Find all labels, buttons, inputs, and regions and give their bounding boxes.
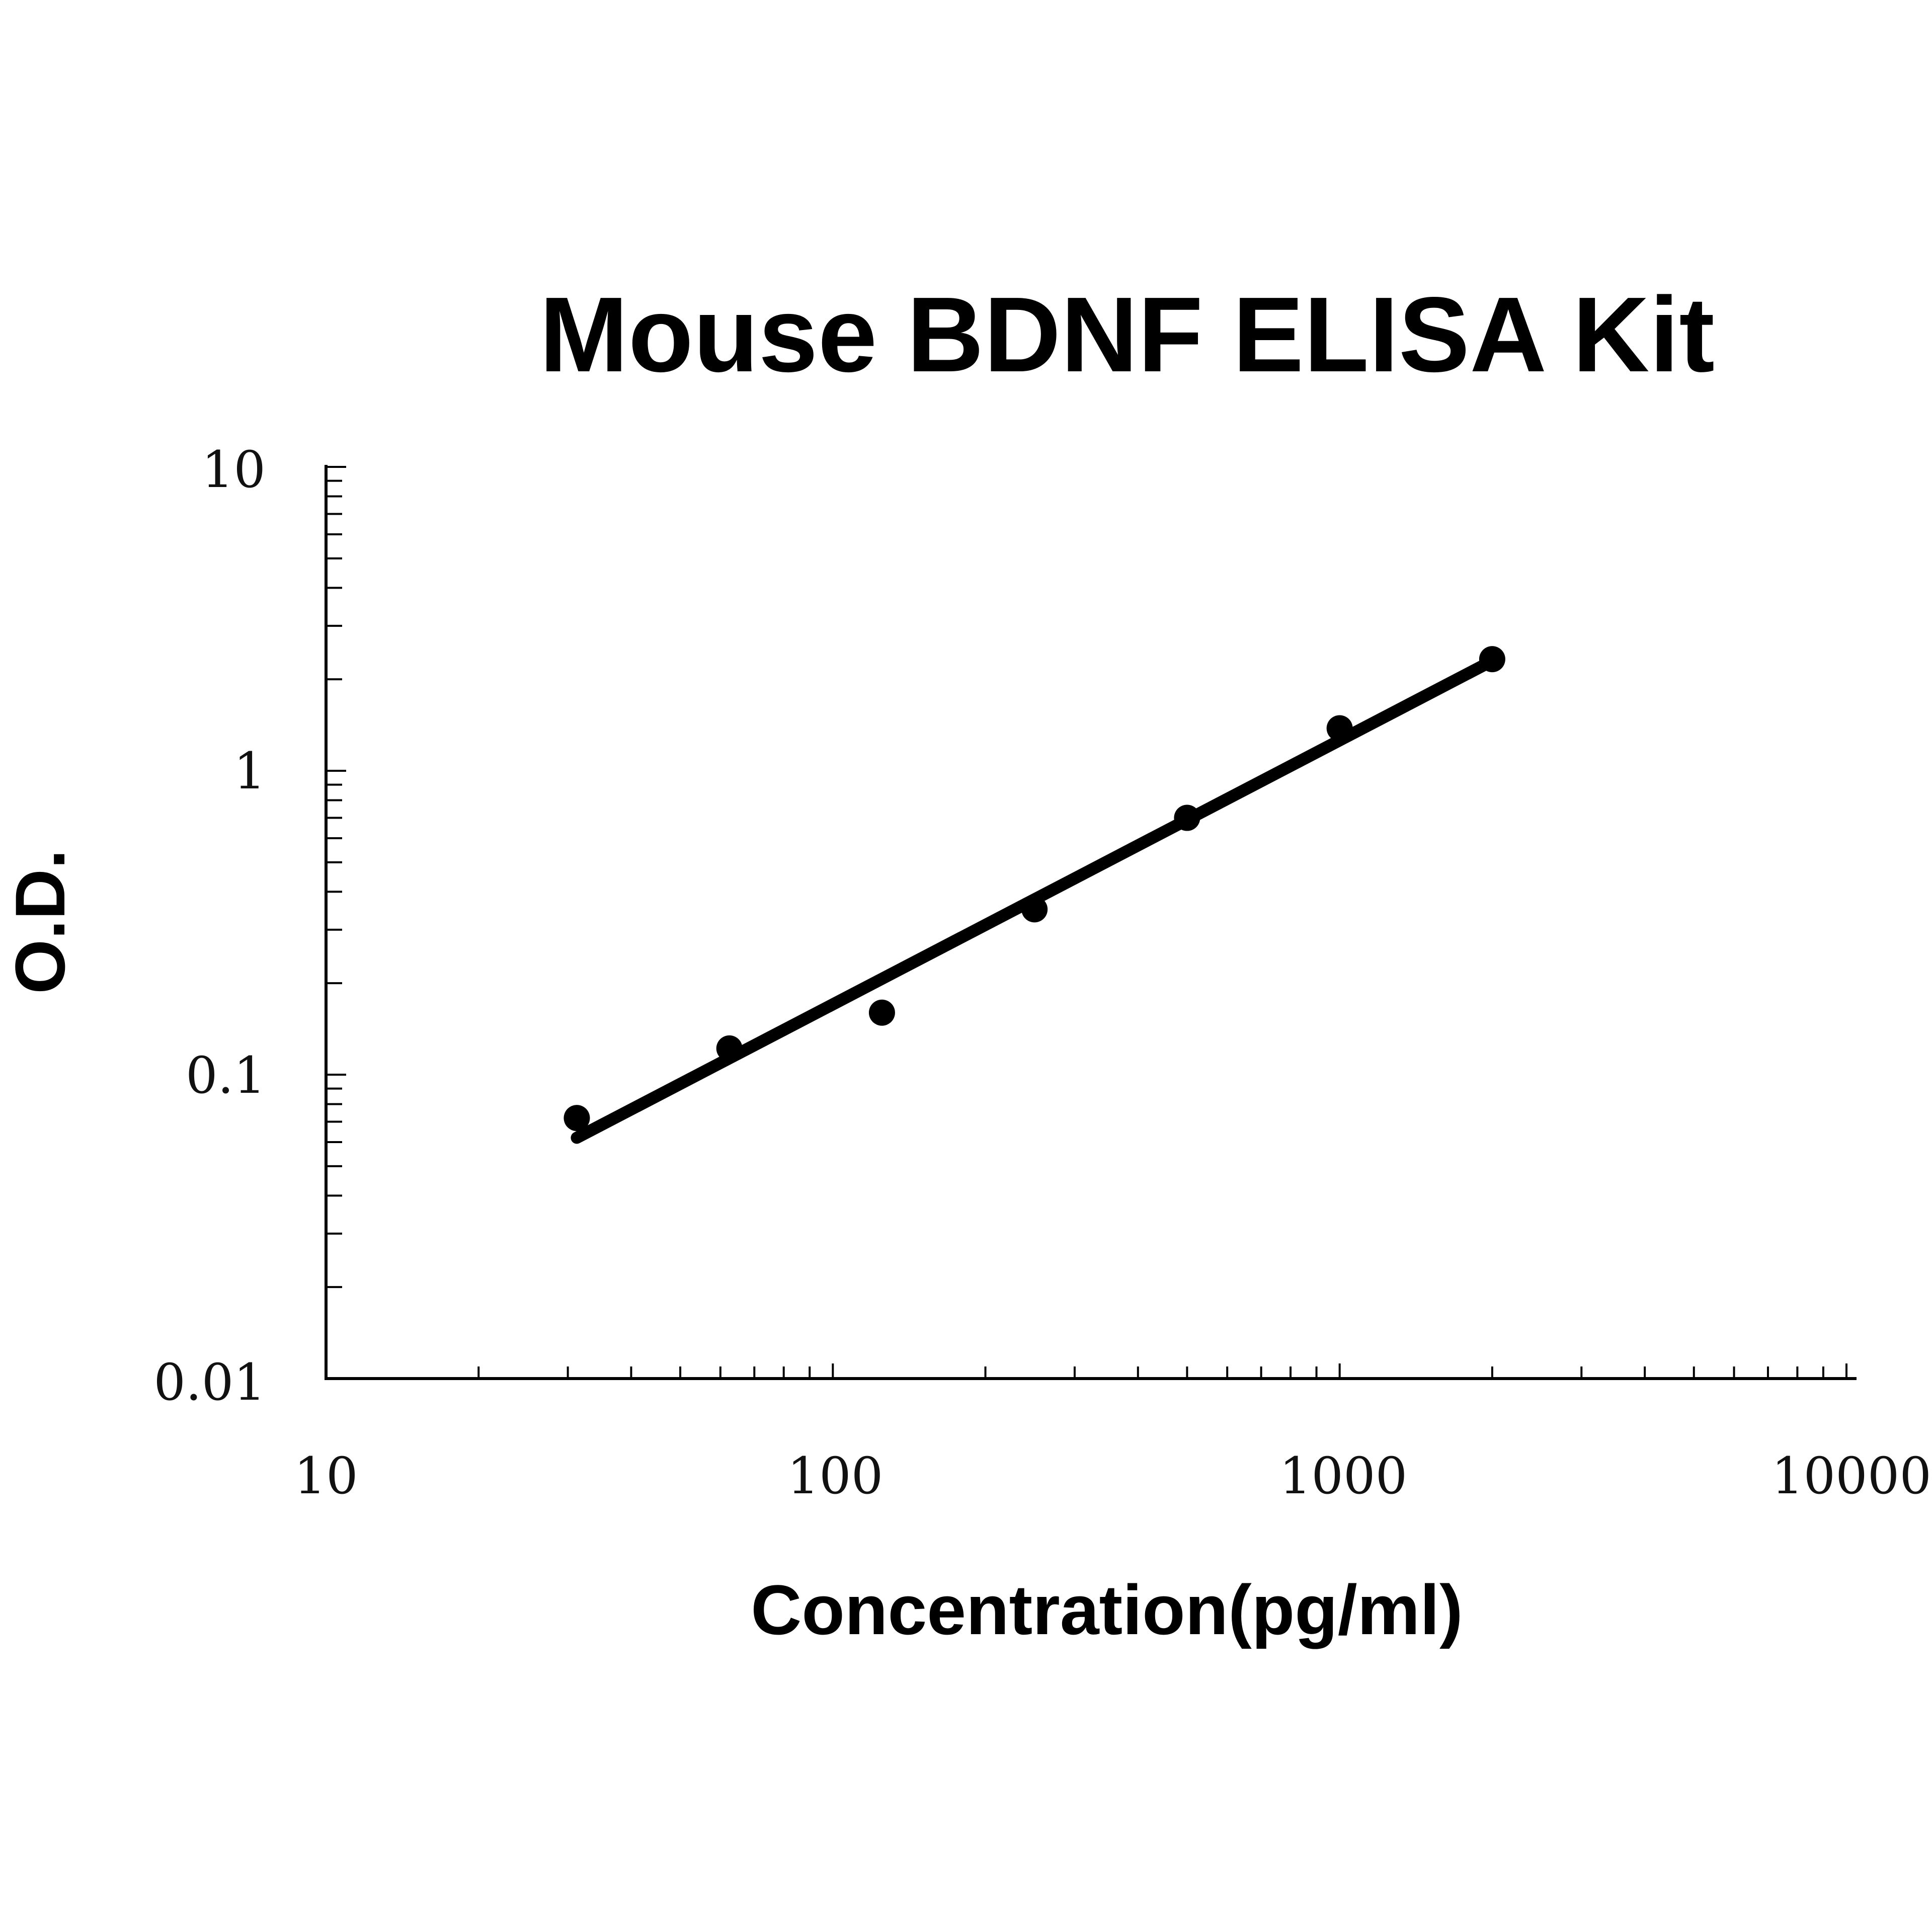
data-point [564, 1105, 590, 1132]
x-tick-label: 10000 [1772, 1446, 1931, 1505]
x-axis-title: Concentration(pg/ml) [751, 1570, 1463, 1649]
y-axis-title: O.D. [1, 849, 79, 994]
x-minor-ticks [325, 1363, 1847, 1379]
data-point [1479, 646, 1505, 673]
x-tick-label: 1000 [1279, 1446, 1408, 1505]
chart-title: Mouse BDNF ELISA Kit [539, 275, 1715, 394]
data-point [868, 999, 895, 1026]
data-point [1326, 715, 1353, 742]
data-point [1174, 804, 1200, 831]
points-layer [564, 646, 1505, 1132]
y-minor-ticks [326, 466, 346, 1380]
y-tick-label: 0.01 [153, 1353, 266, 1412]
x-tick-labels: 10 100 1000 10000 [294, 1446, 1931, 1505]
y-tick-label: 1 [233, 742, 266, 800]
y-tick-label: 0.1 [186, 1046, 266, 1105]
y-tick-labels: 10 1 0.1 0.01 [153, 440, 266, 1412]
x-tick-label: 100 [787, 1446, 883, 1505]
axes [325, 465, 1857, 1380]
data-point [716, 1035, 743, 1062]
y-tick-label: 10 [202, 440, 266, 499]
data-point [1021, 896, 1048, 923]
x-tick-label: 10 [294, 1446, 358, 1505]
